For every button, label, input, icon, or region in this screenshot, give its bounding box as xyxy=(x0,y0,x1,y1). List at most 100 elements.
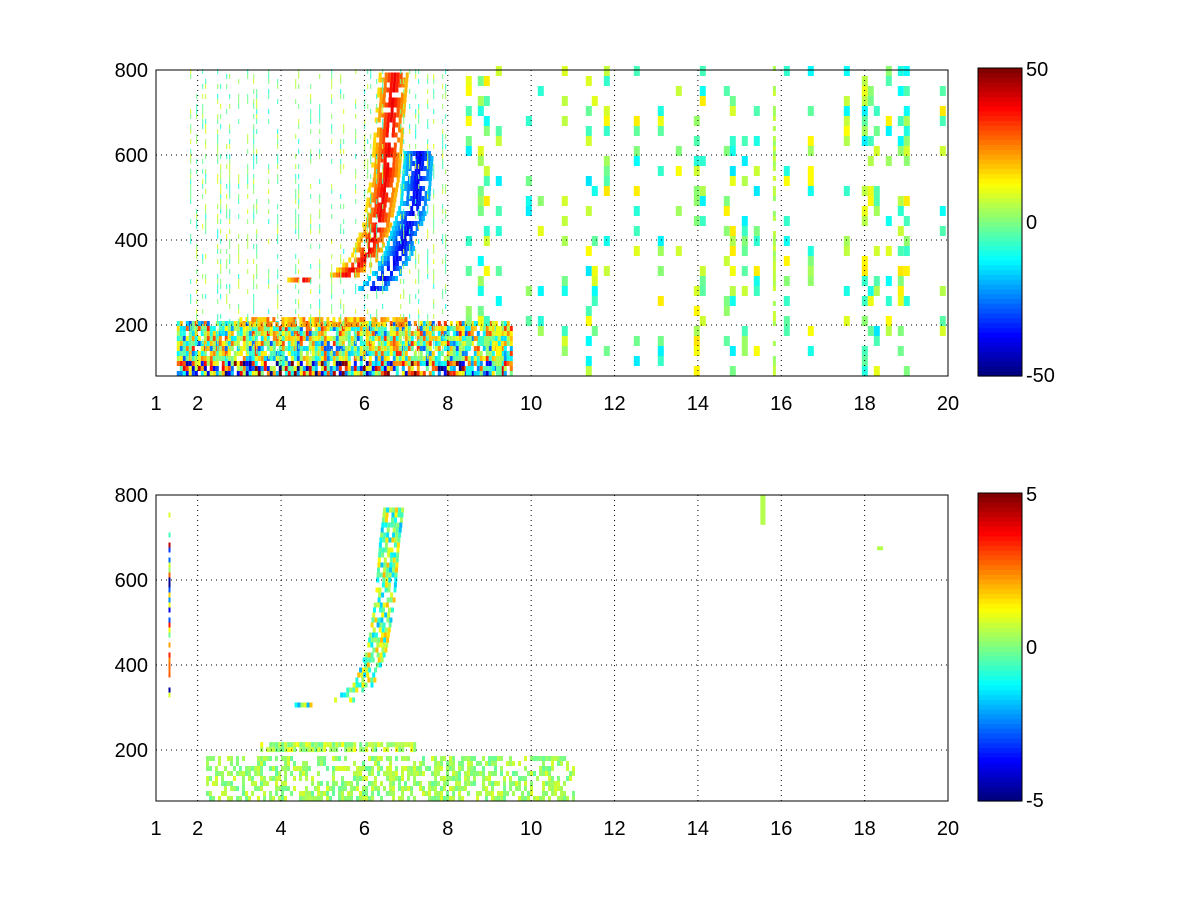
heatmap-cell xyxy=(400,294,402,299)
heatmap-cell xyxy=(188,321,192,326)
heatmap-cell xyxy=(356,776,359,781)
colorbar-swatch xyxy=(978,270,1022,276)
heatmap-cell xyxy=(253,159,255,164)
heatmap-cell xyxy=(477,196,484,206)
heatmap-cell xyxy=(217,234,219,239)
heatmap-cell xyxy=(386,371,390,376)
heatmap-cell xyxy=(445,259,447,264)
heatmap-cell xyxy=(319,314,321,319)
heatmap-cell xyxy=(217,339,219,344)
heatmap-cell xyxy=(461,796,464,801)
heatmap-cell xyxy=(305,277,309,283)
heatmap-cell xyxy=(269,747,273,753)
heatmap-cell xyxy=(409,89,411,94)
heatmap-cell xyxy=(461,361,465,366)
heatmap-cell xyxy=(168,587,171,593)
heatmap-cell xyxy=(402,166,406,171)
heatmap-cell xyxy=(268,74,270,79)
heatmap-cell xyxy=(897,66,904,76)
heatmap-cell xyxy=(378,227,382,233)
heatmap-cell xyxy=(385,102,388,108)
heatmap-cell xyxy=(378,107,382,113)
heatmap-cell xyxy=(383,361,387,366)
heatmap-cell xyxy=(398,317,402,323)
heatmap-cell xyxy=(196,269,198,274)
heatmap-cell xyxy=(548,781,551,786)
heatmap-cell xyxy=(446,361,450,366)
heatmap-cell xyxy=(903,86,910,96)
heatmap-cell xyxy=(455,776,458,781)
heatmap-cell xyxy=(379,286,383,291)
heatmap-cell xyxy=(331,124,333,129)
heatmap-cell xyxy=(268,164,270,169)
heatmap-cell xyxy=(332,361,336,366)
heatmap-cell xyxy=(284,346,288,351)
heatmap-cell xyxy=(217,139,219,144)
heatmap-cell xyxy=(452,371,456,376)
heatmap-cell xyxy=(509,346,513,351)
heatmap-cell xyxy=(461,331,465,336)
heatmap-cell xyxy=(843,316,850,326)
heatmap-cell xyxy=(524,756,527,761)
colorbar-swatch xyxy=(978,116,1022,122)
heatmap-cell xyxy=(442,129,444,134)
heatmap-cell xyxy=(525,196,532,206)
heatmap-cell xyxy=(230,361,234,366)
heatmap-cell xyxy=(483,166,490,176)
heatmap-cell xyxy=(382,232,386,238)
heatmap-cell xyxy=(403,159,405,164)
heatmap-cell xyxy=(380,756,383,761)
heatmap-cell xyxy=(362,786,365,791)
heatmap-cell xyxy=(224,766,227,771)
colorbar-swatch xyxy=(978,207,1022,213)
heatmap-cell xyxy=(723,336,730,346)
heatmap-cell xyxy=(413,371,417,376)
heatmap-cell xyxy=(442,154,444,159)
heatmap-cell xyxy=(585,246,592,256)
heatmap-cell xyxy=(442,139,444,144)
heatmap-cell xyxy=(433,189,435,194)
heatmap-cell xyxy=(308,341,312,346)
heatmap-cell xyxy=(239,326,243,331)
heatmap-cell xyxy=(407,756,410,761)
heatmap-cell xyxy=(396,221,400,226)
heatmap-cell xyxy=(482,771,485,776)
heatmap-cell xyxy=(256,344,258,349)
heatmap-cell xyxy=(445,244,447,249)
heatmap-cell xyxy=(290,317,294,323)
heatmap-cell xyxy=(323,761,326,766)
heatmap-cell xyxy=(376,224,378,229)
heatmap-cell xyxy=(545,756,548,761)
heatmap-cell xyxy=(525,116,532,126)
heatmap-cell xyxy=(317,336,321,341)
heatmap-cell xyxy=(561,346,568,356)
heatmap-cell xyxy=(168,597,171,603)
heatmap-cell xyxy=(428,796,431,801)
heatmap-cell xyxy=(442,189,444,194)
heatmap-cell xyxy=(230,366,234,371)
heatmap-cell xyxy=(392,241,396,246)
heatmap-cell xyxy=(445,254,447,259)
heatmap-cell xyxy=(416,206,420,211)
heatmap-cell xyxy=(402,221,406,226)
heatmap-cell xyxy=(427,324,429,329)
heatmap-cell xyxy=(233,776,236,781)
heatmap-cell xyxy=(392,187,395,193)
heatmap-cell xyxy=(284,326,288,331)
heatmap-cell xyxy=(873,286,880,296)
heatmap-cell xyxy=(362,317,366,323)
heatmap-cell xyxy=(238,94,240,99)
heatmap-cell xyxy=(403,224,405,229)
heatmap-cell xyxy=(343,109,345,114)
heatmap-cell xyxy=(482,786,485,791)
heatmap-cell xyxy=(340,229,342,234)
heatmap-cell xyxy=(394,216,398,221)
heatmap-cell xyxy=(190,189,192,194)
heatmap-cell xyxy=(220,184,222,189)
heatmap-cell xyxy=(356,331,360,336)
heatmap-cell xyxy=(338,356,342,361)
heatmap-cell xyxy=(310,194,312,199)
heatmap-cell xyxy=(512,771,515,776)
colorbar-swatch xyxy=(978,217,1022,223)
heatmap-cell xyxy=(772,116,776,121)
